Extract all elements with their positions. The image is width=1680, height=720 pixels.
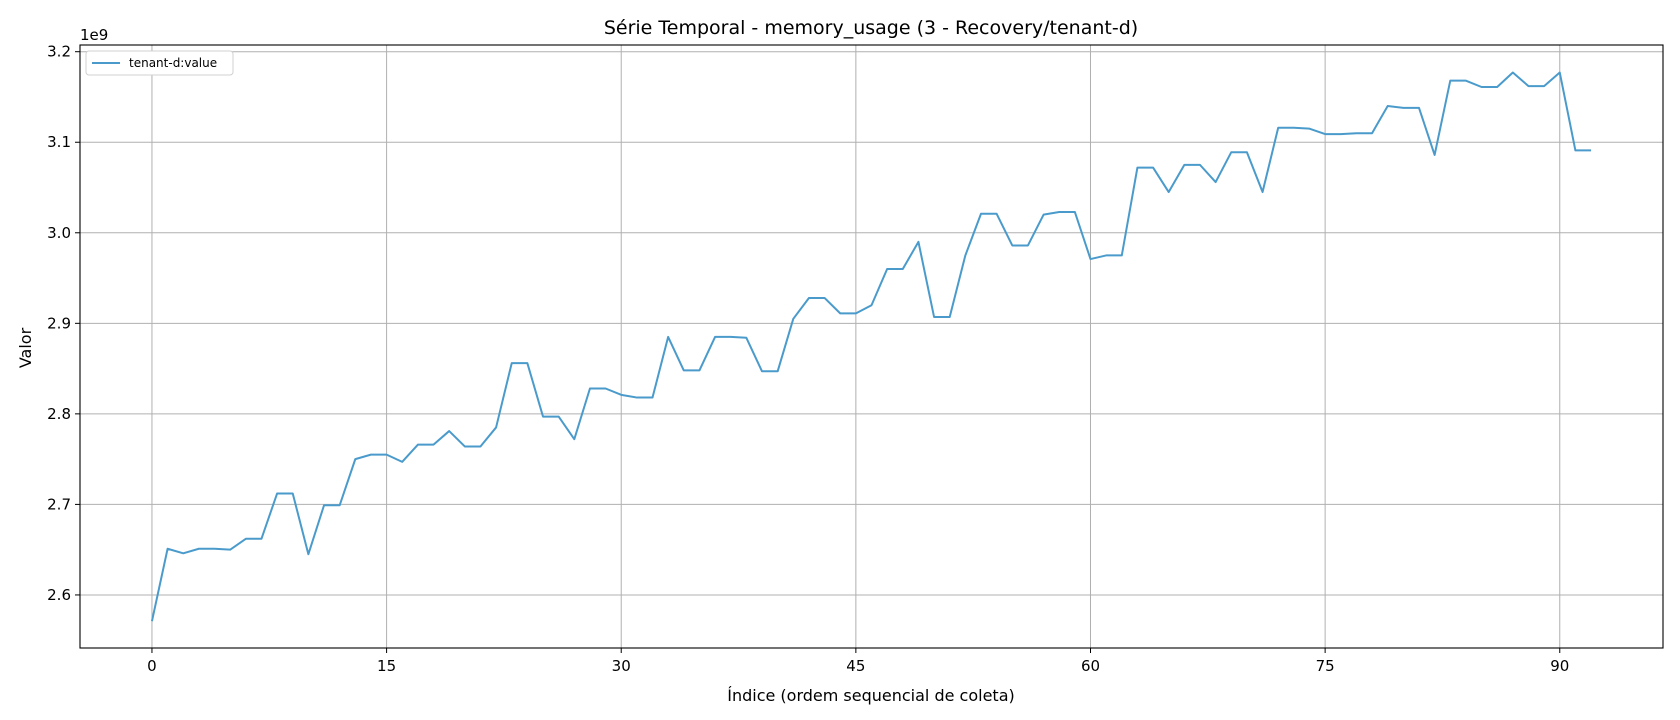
series-layer xyxy=(150,71,1592,622)
series-line xyxy=(150,71,1592,622)
x-axis: 0 15 30 45 60 75 90 xyxy=(147,648,1569,675)
chart-title: Série Temporal - memory_usage (3 - Recov… xyxy=(604,17,1138,39)
x-axis-label: Índice (ordem sequencial de coleta) xyxy=(727,686,1015,705)
x-tick-label: 0 xyxy=(147,657,157,675)
y-offset-label: 1e9 xyxy=(80,26,108,44)
legend-label: tenant-d:value xyxy=(129,56,217,70)
x-tick-label: 30 xyxy=(612,657,631,675)
y-tick-label: 3.1 xyxy=(47,133,71,151)
x-tick-label: 60 xyxy=(1081,657,1100,675)
y-tick-label: 3.2 xyxy=(47,43,71,61)
y-tick-label: 2.9 xyxy=(47,314,71,332)
grid-lines xyxy=(80,45,1663,648)
y-tick-label: 3.0 xyxy=(47,224,71,242)
x-tick-label: 75 xyxy=(1316,657,1335,675)
y-axis-label: Valor xyxy=(16,327,35,368)
plot-frame xyxy=(79,44,1664,649)
legend-box xyxy=(85,50,234,76)
x-tick-label: 90 xyxy=(1550,657,1569,675)
y-axis: 2.6 2.7 2.8 2.9 3.0 3.1 3.2 xyxy=(47,43,80,604)
legend: tenant-d:value xyxy=(85,50,234,76)
y-tick-label: 2.8 xyxy=(47,405,71,423)
y-tick-label: 2.7 xyxy=(47,495,71,513)
x-tick-label: 45 xyxy=(846,657,865,675)
y-tick-label: 2.6 xyxy=(47,586,71,604)
x-tick-label: 15 xyxy=(377,657,396,675)
